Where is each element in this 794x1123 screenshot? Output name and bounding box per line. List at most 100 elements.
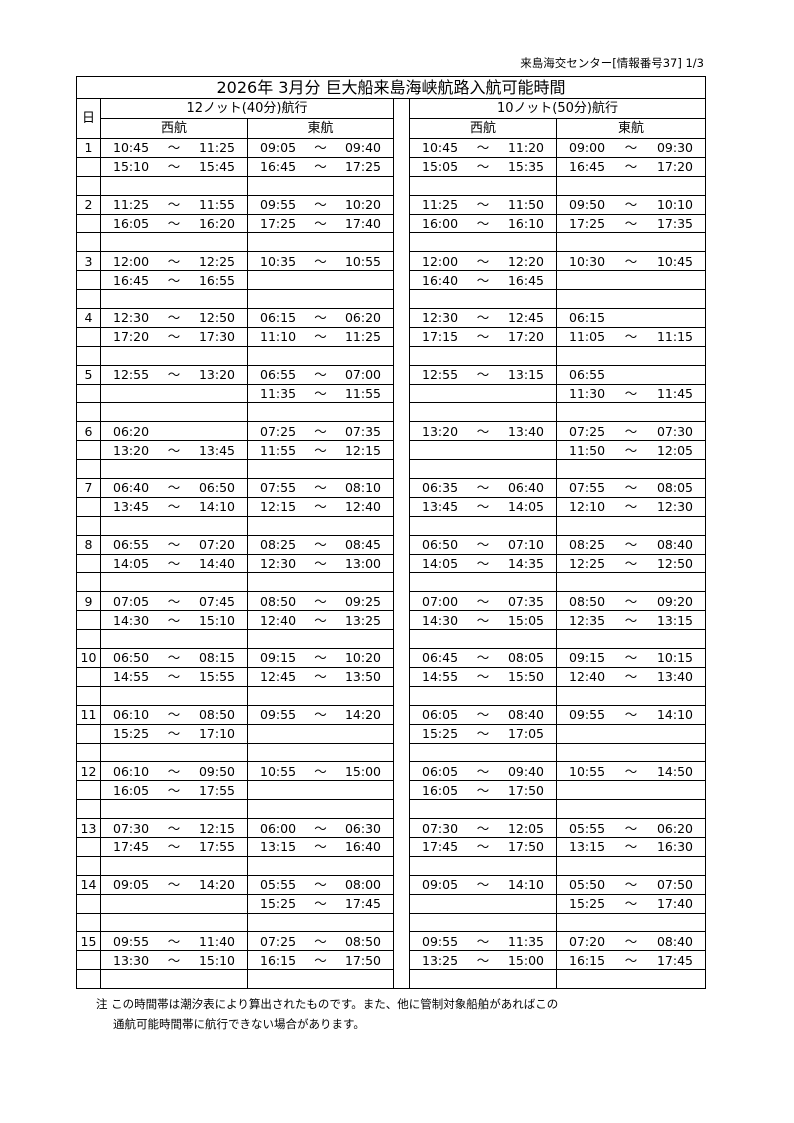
time-window-cell (555, 176, 707, 196)
end-time: 15:50 (507, 669, 544, 685)
range-tilde: ～ (167, 499, 181, 515)
day-cell: 14 (76, 875, 101, 895)
time-window-cell (247, 572, 394, 593)
time-window-cell: 12:30 ～ 13:00 (247, 554, 394, 574)
time-window-cell: 11:35 ～ 11:55 (247, 384, 394, 404)
start-time: 13:45 (422, 499, 459, 515)
end-time: 15:00 (344, 763, 381, 779)
start-time: 11:25 (113, 197, 150, 213)
column-gap (393, 629, 410, 649)
time-window-cell: 09:15 ～ 10:15 (555, 648, 707, 668)
time-window-cell (409, 894, 557, 914)
end-time: 10:20 (344, 197, 381, 213)
time-window-cell: 06:10 ～ 08:50 (100, 705, 248, 725)
range-tilde: ～ (476, 820, 490, 836)
end-time: 10:45 (656, 253, 693, 269)
range-tilde: ～ (624, 763, 638, 779)
time-window-cell: 11:50 ～ 12:05 (555, 440, 707, 461)
start-time: 11:55 (260, 442, 297, 458)
end-time: 11:25 (198, 140, 235, 156)
range-tilde: ～ (167, 480, 181, 496)
time-window-cell: 09:05 ～ 14:10 (409, 875, 557, 895)
start-time: 07:25 (260, 423, 297, 439)
range-tilde: ～ (167, 253, 181, 269)
time-window-cell: 07:00 ～ 07:35 (409, 591, 557, 612)
time-window-cell: 12:15 ～ 12:40 (247, 497, 394, 517)
range-tilde: ～ (314, 839, 327, 855)
table-row (76, 629, 707, 650)
time-window-cell: 06:50 ～ 08:15 (100, 648, 248, 668)
column-gap (393, 913, 410, 932)
range-tilde: ～ (314, 763, 327, 779)
day-header: 日 (76, 98, 101, 139)
end-time: 16:55 (198, 272, 235, 288)
column-gap (393, 875, 410, 895)
start-time: 06:05 (422, 763, 459, 779)
end-time: 12:40 (344, 499, 381, 515)
table-row (76, 346, 707, 366)
range-tilde: ～ (314, 933, 327, 949)
table-row: 5 12:55 ～ 13:20 06:55 ～ 07:00 12:55 ～ 13:15 06:55 (76, 365, 707, 385)
start-time: 15:05 (422, 159, 459, 175)
range-tilde: ～ (167, 763, 181, 779)
time-window-cell: 13:20 ～ 13:45 (100, 440, 248, 461)
time-window-cell: 09:05 ～ 14:20 (100, 875, 248, 895)
start-time: 07:25 (569, 423, 606, 439)
time-window-cell: 17:15 ～ 17:20 (409, 327, 557, 347)
start-time: 12:40 (569, 669, 606, 685)
end-time: 11:15 (656, 329, 693, 345)
start-time: 12:35 (569, 612, 606, 628)
time-window-cell (100, 384, 248, 404)
end-time: 17:20 (656, 159, 693, 175)
start-time: 06:35 (422, 480, 459, 496)
time-window-cell: 17:25 ～ 17:40 (247, 214, 394, 234)
time-window-cell: 05:55 ～ 08:00 (247, 875, 394, 895)
range-tilde: ～ (167, 272, 181, 288)
range-tilde: ～ (314, 820, 327, 836)
time-window-cell (100, 743, 248, 763)
end-time: 15:10 (198, 612, 235, 628)
start-time: 10:45 (113, 140, 150, 156)
time-window-cell: 12:30 ～ 12:45 (409, 308, 557, 328)
end-time: 14:10 (507, 877, 544, 893)
end-time: 13:20 (198, 367, 235, 383)
end-time: 09:40 (344, 140, 381, 156)
end-time: 11:55 (344, 386, 381, 402)
time-window-cell (555, 724, 707, 744)
table-row: 12 06:10 ～ 09:50 10:55 ～ 15:00 06:05 ～ 09:40 10:55… (76, 761, 707, 782)
range-tilde: ～ (314, 952, 327, 968)
day-cell (76, 176, 101, 196)
day-cell: 12 (76, 761, 101, 782)
end-time: 17:20 (507, 329, 544, 345)
start-time: 08:25 (569, 537, 606, 553)
start-time: 16:05 (113, 782, 150, 798)
end-time: 12:50 (656, 556, 693, 572)
day-cell (76, 402, 101, 423)
time-window-cell (247, 270, 394, 291)
range-tilde: ～ (476, 272, 490, 288)
table-row (76, 572, 707, 593)
end-time: 17:55 (198, 839, 235, 855)
range-tilde: ～ (167, 329, 181, 345)
table-row (76, 232, 707, 253)
time-window-cell: 06:10 ～ 09:50 (100, 761, 248, 782)
table-row: 3 12:00 ～ 12:25 10:35 ～ 10:55 12:00 ～ 12:20 10:30 ～… (76, 251, 707, 272)
start-time: 13:20 (113, 442, 150, 458)
day-cell (76, 629, 101, 650)
end-time: 07:00 (344, 367, 381, 383)
range-tilde: ～ (314, 423, 327, 439)
range-tilde: ～ (314, 253, 327, 269)
column-gap (393, 270, 410, 290)
start-time: 16:00 (422, 216, 459, 231)
end-time: 15:35 (507, 159, 544, 175)
end-time: 13:00 (344, 556, 381, 572)
end-time: 14:50 (656, 763, 693, 779)
time-window-cell: 09:55 ～ 11:40 (100, 931, 248, 952)
day-cell: 15 (76, 931, 101, 952)
end-time: 12:30 (656, 499, 693, 515)
start-time: 17:15 (422, 329, 459, 345)
table-row (76, 289, 707, 310)
end-time: 11:35 (507, 933, 544, 949)
start-time: 12:55 (113, 367, 150, 383)
day-cell: 1 (76, 138, 101, 158)
